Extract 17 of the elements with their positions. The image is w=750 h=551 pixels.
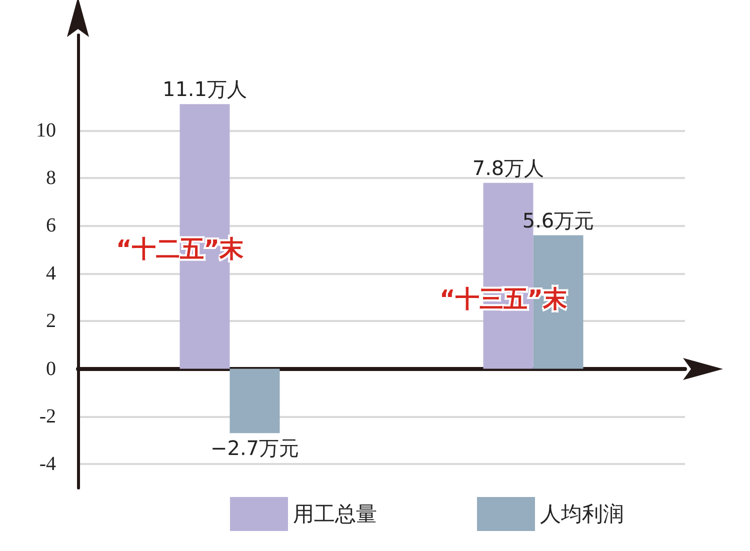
x-tick-label: “十三五”末: [439, 284, 568, 313]
x-tick-label: “十二五”末: [116, 234, 245, 263]
bar: [230, 368, 280, 434]
data-label: −2.7万元: [210, 436, 300, 460]
y-tick-label: 4: [46, 262, 56, 284]
y-tick-label: -2: [39, 405, 56, 428]
legend-label: 人均利润: [540, 502, 624, 526]
y-tick-label: 2: [46, 310, 56, 332]
data-label: 5.6万元: [522, 208, 594, 232]
y-tick-label: 0: [46, 358, 56, 380]
y-tick-label: 10: [36, 119, 56, 142]
y-tick-label: -4: [39, 453, 56, 476]
legend-label: 用工总量: [293, 502, 377, 526]
y-tick-label: 6: [46, 214, 56, 237]
data-label: 11.1万人: [162, 77, 248, 102]
data-label: 7.8万人: [472, 156, 544, 180]
y-tick-label: 8: [46, 167, 56, 190]
